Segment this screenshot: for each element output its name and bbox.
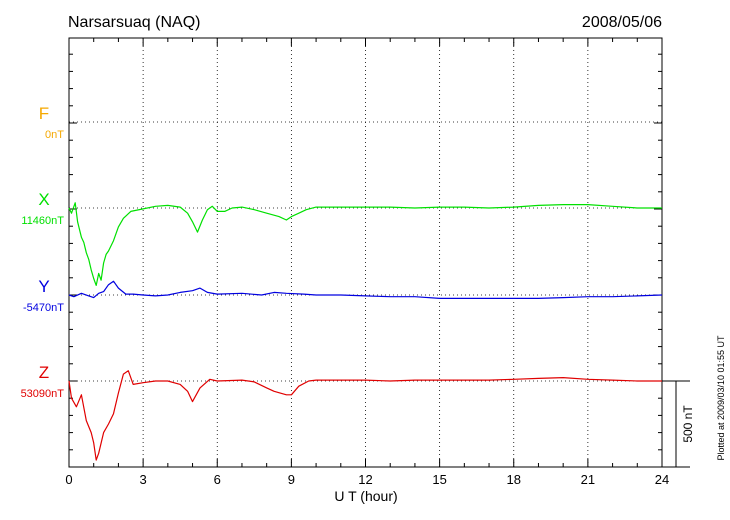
x-tick-labels: 0 3 6 9 12 15 18 21 24: [65, 472, 669, 487]
series-name-x: X: [38, 190, 49, 209]
series-name-f: F: [39, 104, 49, 123]
series-name-z: Z: [39, 363, 49, 382]
x-tick-label: 15: [432, 472, 446, 487]
chart-title: Narsarsuaq (NAQ): [68, 14, 200, 31]
x-axis-label: U T (hour): [334, 488, 397, 504]
series-line-x: [68, 202, 662, 286]
chart-date: 2008/05/06: [582, 14, 662, 31]
x-tick-label: 6: [214, 472, 221, 487]
plotted-note: Plotted at 2009/03/10 01:55 UT: [716, 335, 726, 461]
scale-bar: [662, 380, 690, 468]
x-tick-label: 9: [288, 472, 295, 487]
series-baseline-y: -5470nT: [23, 302, 64, 314]
x-tick-label: 0: [65, 472, 72, 487]
series-baseline-x: 11460nT: [21, 215, 64, 227]
x-tick-label: 21: [581, 472, 595, 487]
series-baseline-f: 0nT: [45, 129, 64, 141]
series-line-y: [68, 280, 663, 299]
series-line-z: [68, 370, 662, 461]
series-lines: [68, 202, 663, 461]
x-tick-label: 18: [507, 472, 521, 487]
grid: [69, 38, 662, 467]
series-labels: F 0nT X 11460nT Y -5470nT Z 53090nT: [21, 104, 65, 400]
x-tick-label: 12: [358, 472, 372, 487]
x-tick-label: 3: [140, 472, 147, 487]
scale-bar-label: 500 nT: [681, 405, 695, 443]
x-tick-label: 24: [655, 472, 669, 487]
series-baseline-z: 53090nT: [21, 388, 65, 400]
series-name-y: Y: [38, 277, 49, 296]
